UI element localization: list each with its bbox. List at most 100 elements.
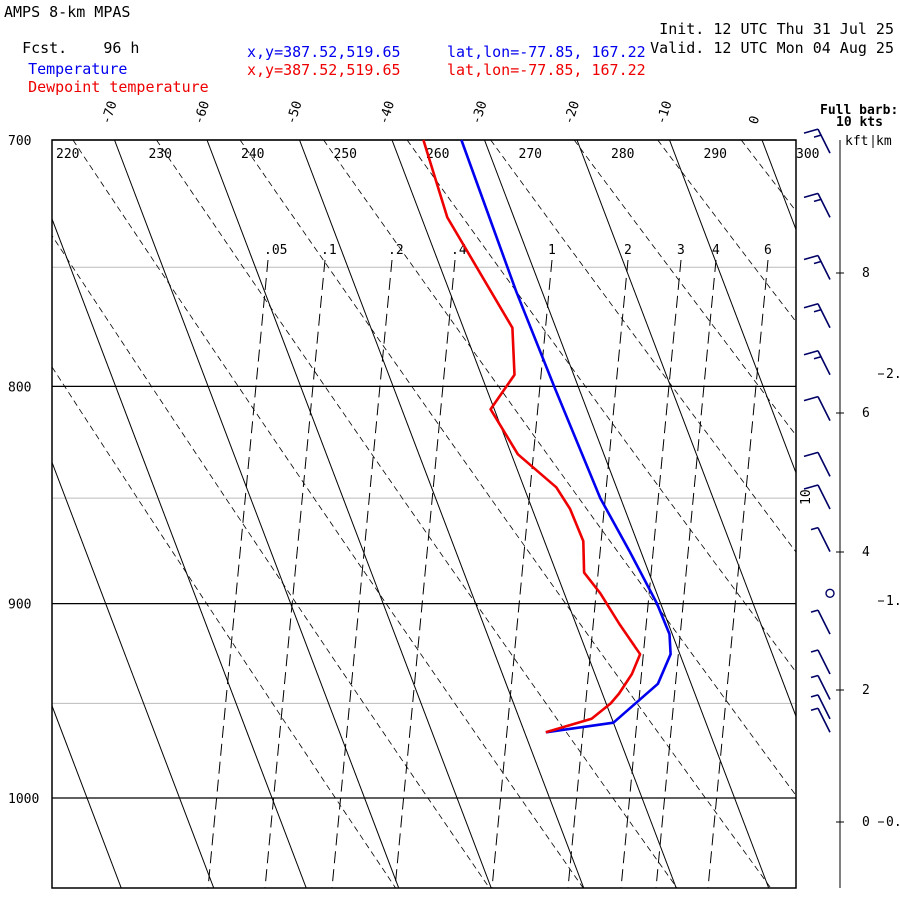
dry-adiabat-line [323,140,796,797]
wind-barb-staff [817,675,831,700]
dry-adiabat-line [573,140,796,436]
dry-adiabat-line [156,140,678,888]
isotherm-line [855,140,900,888]
wind-barb-half-feather [813,308,822,313]
wind-barb-half-feather [813,260,822,265]
mixing-ratio-label: .05 [264,243,287,258]
theta-tick-label: 290 [704,147,727,162]
isotherm-line [669,140,796,475]
temperature-tick-label: -20 [562,99,584,126]
pressure-tick-label: 1000 [8,792,39,807]
dewpoint-profile-line [422,139,642,734]
wind-barb-staff [817,484,831,510]
init-value: 12 UTC Thu 31 Jul 25 [713,20,894,38]
wind-barb-feather [803,350,819,356]
isotherm-line [391,140,677,888]
valid-label: Valid. [650,39,705,57]
km-tick-label: 0. [886,815,900,830]
isotherm-line [114,140,400,888]
forecast-hour: Fcst. 96 h [4,23,139,57]
temperature-tick-label: -30 [469,99,491,126]
km-label: km [876,134,892,149]
theta-tick-label: 280 [611,147,634,162]
mixing-ratio-line [207,259,269,888]
wind-barb-staff [817,128,831,154]
barb-axis-label: 10 [799,489,814,505]
mixing-ratio-line [567,259,629,888]
full-barb-speed-label: 10 kts [836,115,883,130]
dry-adiabat-line [239,140,772,888]
wind-barb-half-feather [813,198,822,203]
pressure-tick-label: 700 [8,134,31,149]
wind-barb-half-feather [813,356,822,360]
isotherm-line [484,140,770,888]
temperature-profile-line [460,139,672,734]
mixing-ratio-line [620,259,682,888]
temperature-tick-label: -10 [654,99,676,126]
mixing-ratio-label: .1 [321,243,337,258]
dry-adiabat-line [825,140,900,888]
wind-barb-half-feather [813,134,822,138]
valid-time: Valid. 12 UTC Mon 04 Aug 25 [632,23,894,57]
wind-barb-half-feather [810,707,819,712]
wind-barb-staff [817,396,831,421]
isotherm-line [0,140,29,888]
legend-temperature: Temperature [10,44,127,78]
theta-tick-label: 230 [149,147,172,162]
isotherm-line [52,460,215,888]
mixing-ratio-label: 1 [548,243,556,258]
wind-barb-feather [803,484,819,490]
theta-tick-label: 270 [519,147,542,162]
isotherm-line [52,217,307,888]
dry-adiabat-line [52,234,490,888]
isotherm-line [206,140,492,888]
km-tick-label: 2. [886,367,900,382]
dry-adiabat-line [406,140,796,673]
kft-tick-label: 6 [862,406,870,421]
wind-barb-half-feather [810,526,819,531]
wind-barb-feather [803,128,819,134]
legend-temperature-latlon: lat,lon=-77.85, 167.22 [447,43,646,61]
wind-barb-staff [817,649,831,675]
fcst-value: 96 h [103,39,140,57]
mixing-ratio-label: 3 [677,243,685,258]
km-tick-label: 1. [886,594,900,609]
wind-barb-half-feather [810,694,819,698]
fcst-label: Fcst. [22,39,68,57]
isotherm-line [576,140,796,718]
kft-tick-label: 8 [862,266,870,281]
mixing-ratio-line [394,259,456,888]
wind-barb-staff [817,451,831,477]
mixing-ratio-label: 4 [712,243,720,258]
legend-temperature-name: Temperature [28,60,128,78]
isotherm-line [299,140,585,888]
mixing-ratio-label: 2 [624,243,632,258]
temperature-tick-label: -60 [192,99,214,126]
full-barb-label: Full barb: [820,103,898,118]
wind-barb-feather [803,451,819,458]
mixing-ratio-label: .4 [451,243,467,258]
temperature-tick-label: 0 [747,114,764,126]
temperature-tick-label: -50 [284,99,306,126]
pressure-tick-label: 800 [8,380,31,395]
wind-barb-feather [803,302,819,309]
wind-barb-staff [817,527,831,553]
legend-temperature-xy: x,y=387.52,519.65 [247,43,401,61]
calm-wind-circle [825,588,835,599]
mixing-ratio-line [655,259,717,888]
dry-adiabat-line [657,140,796,323]
wind-barb-staff [817,193,831,218]
wind-barb-feather [803,254,819,261]
wind-barb-staff [817,694,831,720]
init-label: Init. [659,20,705,38]
legend-dewpoint: Dewpoint temperature [10,62,209,96]
legend-dewpoint-name: Dewpoint temperature [28,78,209,96]
temperature-tick-label: -40 [377,99,399,126]
isotherm-line [761,140,796,231]
valid-value: 12 UTC Mon 04 Aug 25 [713,39,894,57]
wind-barb-feather [803,192,819,199]
temperature-tick-label: -70 [99,99,121,126]
theta-tick-label: 250 [334,147,357,162]
plot-area [0,140,900,888]
